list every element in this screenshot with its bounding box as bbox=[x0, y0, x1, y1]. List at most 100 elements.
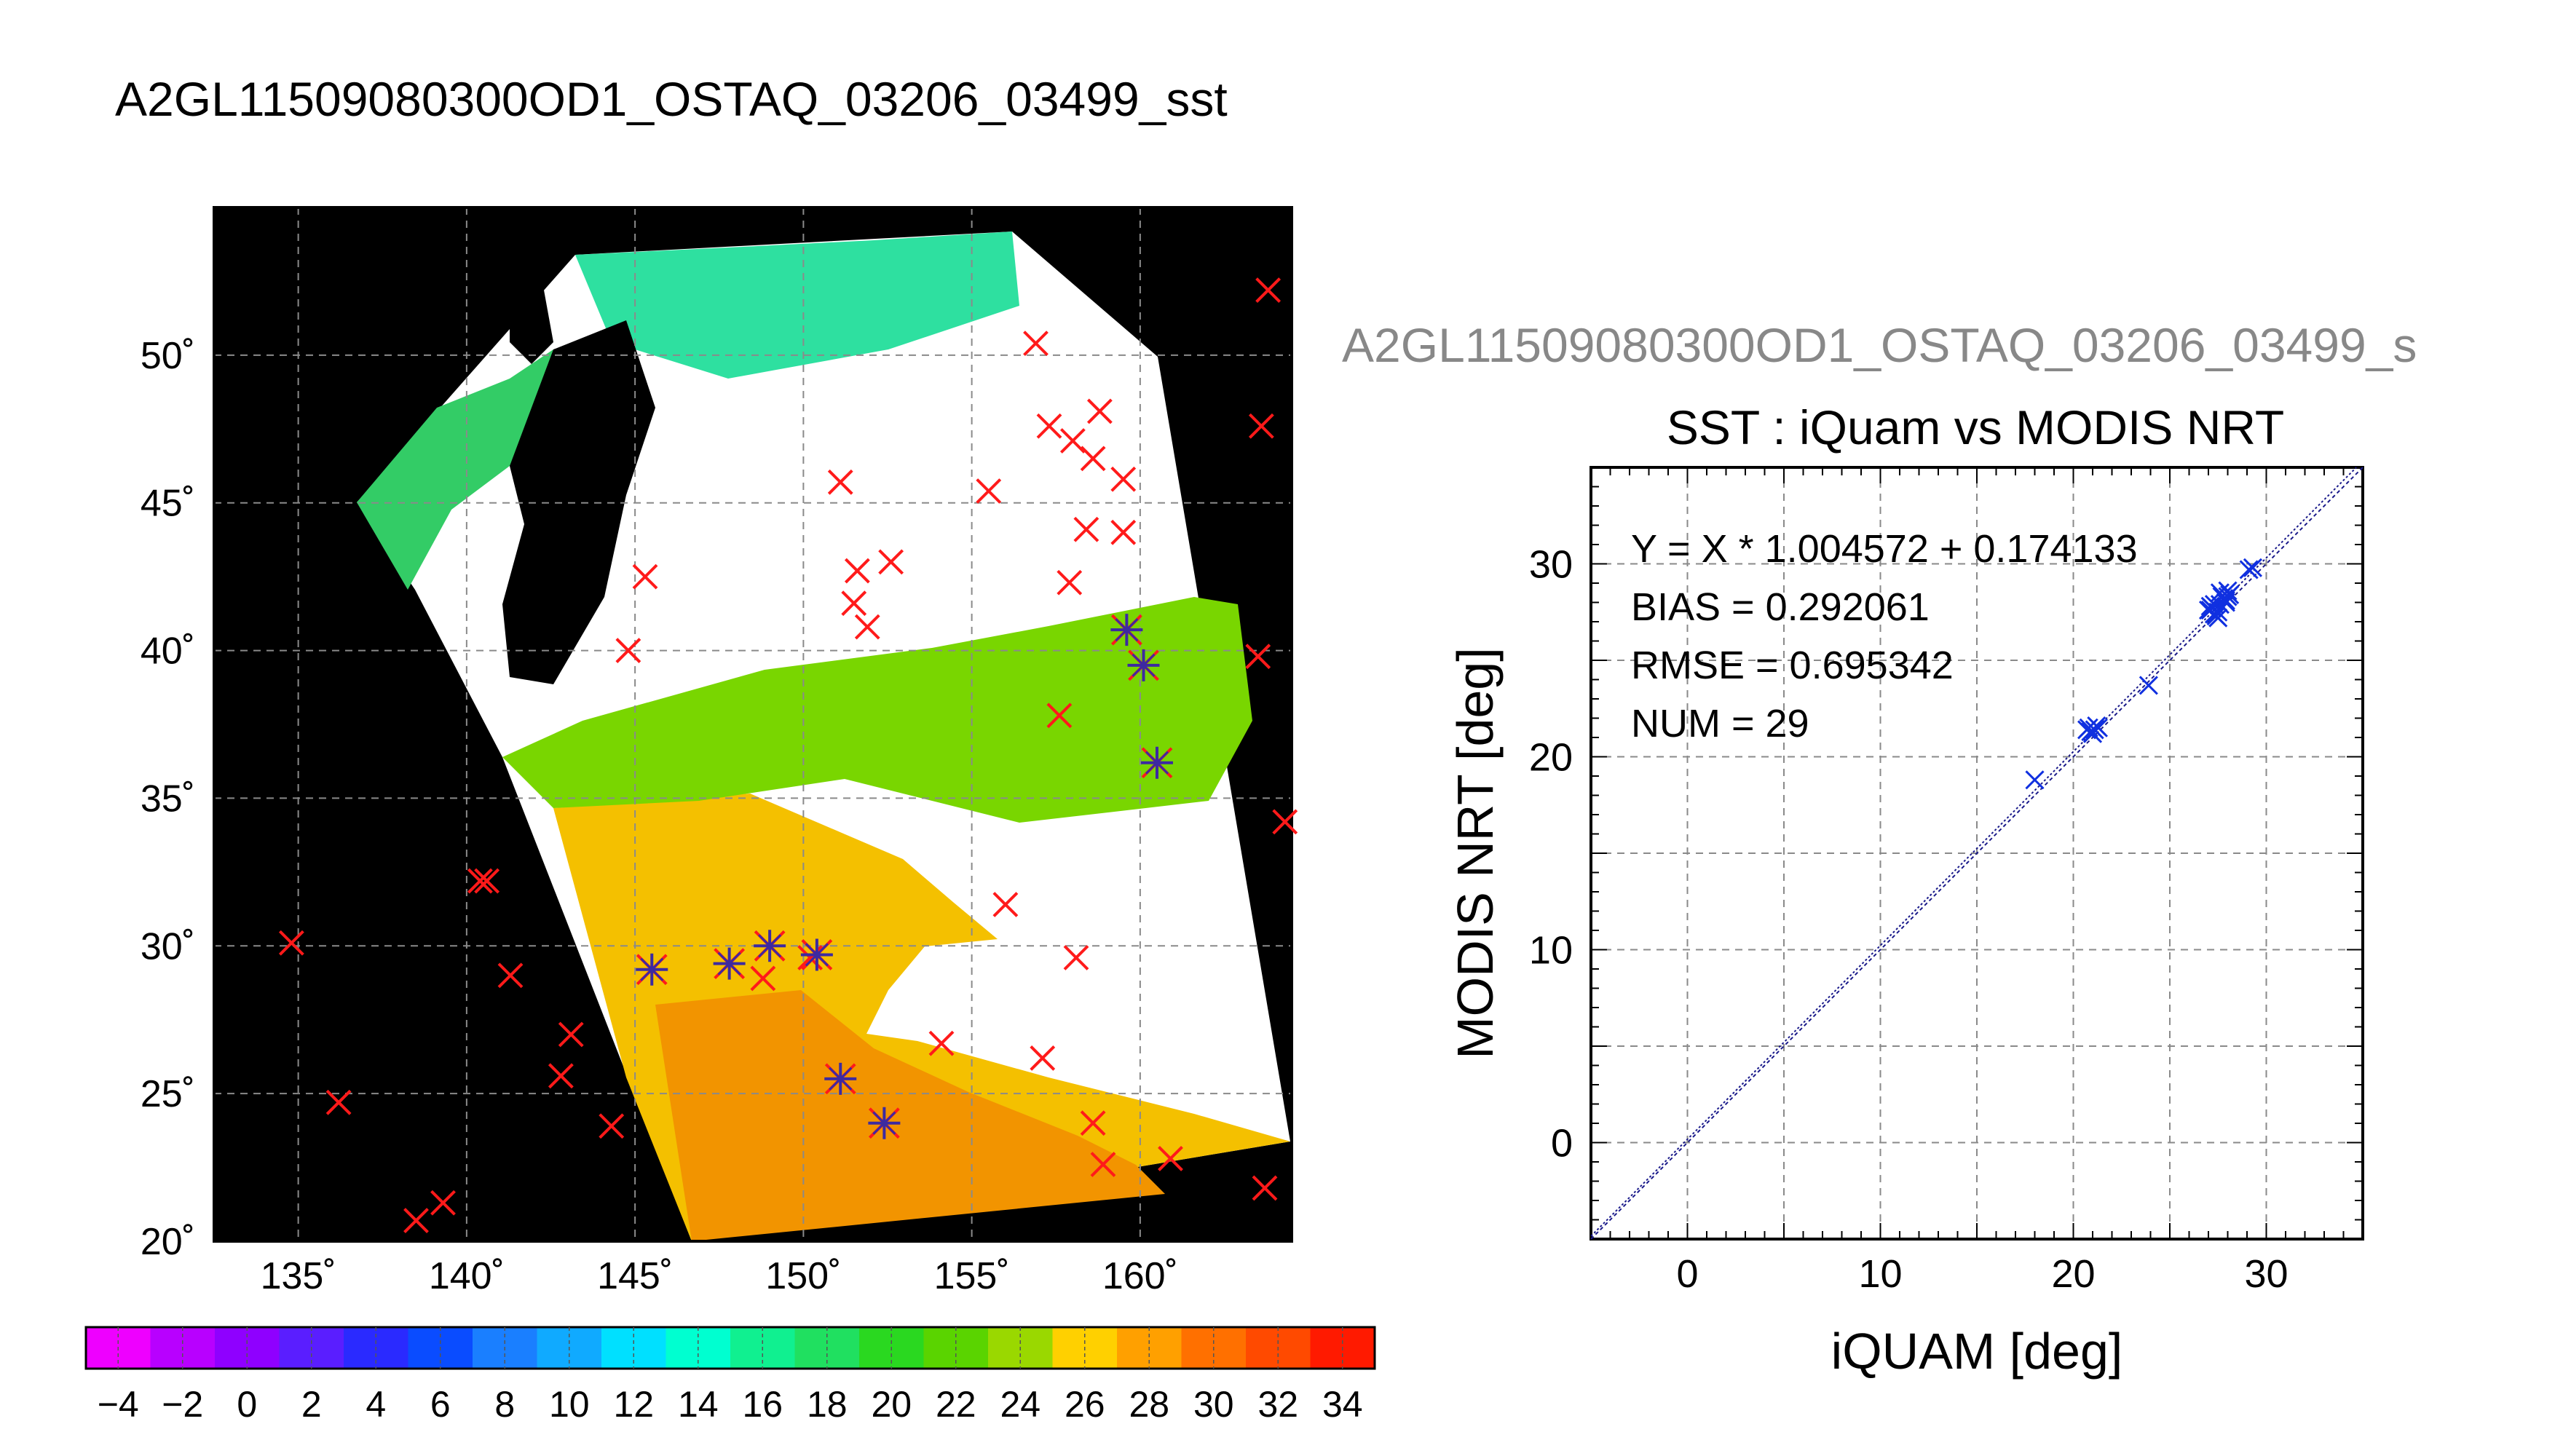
map-station-marker bbox=[844, 558, 870, 584]
colorbar-tick-label: −2 bbox=[162, 1384, 203, 1425]
scatter-point bbox=[2204, 595, 2224, 614]
scatter-point bbox=[2218, 587, 2238, 606]
colorbar-tick-label: 4 bbox=[366, 1384, 386, 1425]
map-station-marker bbox=[474, 868, 500, 894]
map-axis-labels: 135˚ 140˚ 145˚ 150˚ 155˚ 160˚ 50˚ 45˚ 40˚ 35˚ 30˚ 2… bbox=[141, 335, 1178, 1297]
map-matchup-marker bbox=[754, 930, 786, 962]
map-matchup-marker bbox=[1110, 614, 1143, 646]
stats-bias: BIAS = 0.292061 bbox=[1631, 585, 1930, 629]
stats-num: NUM = 29 bbox=[1631, 702, 1809, 745]
map-station-marker bbox=[558, 1021, 584, 1048]
map-station-marker bbox=[615, 638, 641, 663]
scatter-x-tick-label: 10 bbox=[1858, 1252, 1902, 1296]
map-matchup-marker bbox=[1127, 649, 1160, 681]
map-matchup-marker bbox=[1141, 746, 1173, 779]
map-station-marker bbox=[403, 1208, 429, 1234]
map-station-marker bbox=[928, 1030, 955, 1056]
colorbar-tick-label: 8 bbox=[494, 1384, 515, 1425]
scatter-y-tick-label: 0 bbox=[1551, 1122, 1573, 1166]
map-lon-tick-label: 135˚ bbox=[261, 1255, 336, 1297]
colorbar-tick-label: 10 bbox=[549, 1384, 590, 1425]
map-matchup-marker bbox=[800, 938, 833, 971]
sst-cool-region-sea-of-japan bbox=[357, 349, 553, 590]
colorbar-tick-label: 0 bbox=[237, 1384, 257, 1425]
map-station-marker bbox=[854, 614, 880, 640]
scatter-xlabel: iQUAM [deg] bbox=[1831, 1323, 2123, 1380]
map-station-marker bbox=[1245, 644, 1271, 670]
map-lat-tick-label: 40˚ bbox=[141, 630, 195, 673]
map-lat-tick-label: 25˚ bbox=[141, 1073, 195, 1115]
colorbar-tick-label: 14 bbox=[678, 1384, 719, 1425]
map-station-marker bbox=[1059, 428, 1086, 454]
scatter-point bbox=[2208, 608, 2228, 628]
colorbar-tick-label: 12 bbox=[613, 1384, 654, 1425]
map-station-marker bbox=[1255, 277, 1282, 304]
scatter-fit-line bbox=[1590, 467, 2357, 1237]
map-station-marker bbox=[1080, 1110, 1106, 1136]
colorbar-tick-label: 34 bbox=[1322, 1384, 1363, 1425]
map-station-marker bbox=[1080, 446, 1106, 472]
map-frame bbox=[213, 206, 1293, 1243]
colorbar-frame bbox=[84, 1326, 1376, 1370]
map-station-marker bbox=[599, 1113, 625, 1139]
scatter-ticks: 0 10 20 30 0 10 20 30 bbox=[1529, 467, 2364, 1296]
map-station-marker bbox=[827, 469, 853, 495]
map-lon-tick-label: 145˚ bbox=[597, 1255, 673, 1297]
map-station-marker bbox=[467, 868, 493, 894]
map-station-marker bbox=[750, 965, 776, 992]
map-lat-tick-label: 35˚ bbox=[141, 778, 195, 820]
scatter-point bbox=[2243, 558, 2263, 577]
map-station-marker bbox=[1110, 466, 1137, 492]
scatter-title: SST : iQuam vs MODIS NRT bbox=[1667, 400, 2284, 454]
scatter-points bbox=[2025, 558, 2263, 790]
map-station-marker bbox=[1110, 519, 1137, 545]
scatter-x-tick-label: 30 bbox=[2244, 1252, 2288, 1296]
scatter-ylabel: MODIS NRT [deg] bbox=[1447, 647, 1504, 1059]
map-lat-tick-label: 50˚ bbox=[141, 335, 195, 377]
scatter-gridlines bbox=[1591, 467, 2363, 1239]
colorbar-tick-label: 2 bbox=[301, 1384, 322, 1425]
map-station-marker bbox=[430, 1190, 456, 1216]
colorbar-tick-label: 22 bbox=[936, 1384, 976, 1425]
map-station-marker bbox=[548, 1063, 574, 1089]
map-station-marker bbox=[1158, 1145, 1183, 1171]
scatter-point bbox=[2088, 718, 2109, 737]
map-plot-area: 135˚ 140˚ 145˚ 150˚ 155˚ 160˚ 50˚ 45˚ 40˚ 35˚ 30˚ 2… bbox=[141, 206, 1298, 1297]
map-station-marker bbox=[1073, 516, 1099, 542]
page-title: A2GL11509080300OD1_OSTAQ_03206_03499_sst bbox=[115, 72, 1228, 126]
map-station-marker bbox=[278, 930, 304, 956]
map-station-marker bbox=[1086, 398, 1113, 424]
colorbar-tick-label: 18 bbox=[807, 1384, 848, 1425]
map-station-marker bbox=[632, 563, 658, 590]
map-matchup-marker bbox=[868, 1107, 901, 1139]
scatter-fit-lines bbox=[1590, 467, 2364, 1240]
map-station-marker bbox=[992, 892, 1019, 917]
scatter-x-tick-label: 20 bbox=[2051, 1252, 2095, 1296]
colorbar-tick-label: 30 bbox=[1193, 1384, 1234, 1425]
map-lon-tick-label: 150˚ bbox=[765, 1255, 841, 1297]
scatter-point bbox=[2139, 676, 2158, 695]
map-station-marker bbox=[497, 962, 524, 989]
map-station-marker bbox=[1248, 413, 1274, 439]
map-station-marker bbox=[976, 478, 1002, 504]
map-station-marker bbox=[325, 1089, 352, 1115]
map-station-marker bbox=[1063, 945, 1089, 970]
sst-green-band bbox=[502, 597, 1252, 823]
map-station-marker bbox=[1272, 809, 1298, 835]
sst-map-chart: 135˚ 140˚ 145˚ 150˚ 155˚ 160˚ 50˚ 45˚ 40˚ 35˚ 30˚ 2… bbox=[84, 206, 1376, 1425]
map-lat-tick-label: 45˚ bbox=[141, 483, 195, 525]
colorbar-tick-label: 20 bbox=[871, 1384, 912, 1425]
stats-rmse: RMSE = 0.695342 bbox=[1631, 644, 1954, 687]
map-lat-tick-label: 20˚ bbox=[141, 1221, 195, 1263]
scatter-file-label: A2GL11509080300OD1_OSTAQ_03206_03499_s bbox=[1342, 318, 2417, 372]
scatter-y-tick-label: 30 bbox=[1529, 543, 1573, 587]
map-points-layer bbox=[278, 277, 1298, 1234]
map-lon-tick-label: 155˚ bbox=[934, 1255, 1010, 1297]
scatter-point bbox=[2216, 590, 2235, 610]
land-japan bbox=[502, 320, 655, 684]
map-station-marker bbox=[1057, 569, 1083, 596]
scatter-point bbox=[2025, 770, 2045, 790]
map-matchup-marker bbox=[713, 947, 746, 980]
scatter-identity-line bbox=[1590, 467, 2364, 1240]
map-station-marker bbox=[1090, 1152, 1116, 1177]
